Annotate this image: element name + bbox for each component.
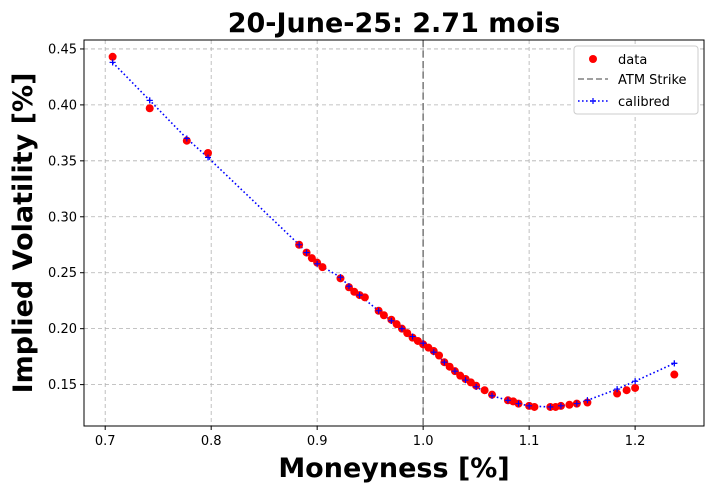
y-tick-label: 0.15 — [48, 378, 77, 393]
calibred-point-overlay — [420, 340, 427, 347]
data-point — [435, 351, 444, 360]
data-series — [108, 52, 679, 411]
calibred-point-overlay — [515, 400, 522, 407]
plot-frame — [83, 39, 705, 427]
legend: data ATM Strike calibred — [573, 45, 699, 115]
calibred-point-overlay — [109, 59, 116, 66]
y-tick-label: 0.25 — [48, 266, 77, 281]
y-tick-label: 0.45 — [48, 42, 77, 57]
data-point — [480, 386, 489, 395]
calibred-point-overlay — [430, 349, 437, 356]
data-point — [565, 400, 574, 409]
legend-calibred-label: calibred — [618, 95, 670, 110]
calibred-point-overlay — [146, 97, 153, 104]
x-tick-label: 1.1 — [519, 434, 540, 449]
legend-data-marker — [589, 55, 597, 63]
calibred-point-overlay — [398, 325, 405, 332]
y-tick-label: 0.35 — [48, 154, 77, 169]
legend-data-label: data — [618, 53, 647, 68]
data-point — [307, 254, 316, 263]
calibred-point-overlay — [205, 154, 211, 161]
data-point — [631, 383, 640, 392]
calibred-point-overlay — [296, 241, 303, 248]
data-point — [670, 370, 679, 379]
y-tick-label: 0.40 — [48, 98, 77, 113]
data-point — [622, 386, 631, 395]
calibred-point-overlay — [314, 260, 321, 267]
calibred-point-overlay — [632, 378, 639, 385]
calibred-point-overlay — [473, 383, 480, 390]
calibred-point-overlay — [614, 386, 621, 393]
calibred-point-overlay — [671, 360, 678, 367]
data-point — [318, 263, 327, 272]
calibred-point-overlay — [489, 392, 496, 399]
calibred-point-overlay — [547, 403, 554, 410]
x-axis-ticks: 0.7 0.8 0.9 1.0 1.1 1.2 — [95, 426, 646, 449]
legend-atm-label: ATM Strike — [618, 73, 687, 88]
calibred-point-overlay — [388, 317, 395, 324]
calibred-point-overlay — [375, 307, 382, 314]
calibred-point-overlay — [441, 359, 448, 366]
chart-title: 20-June-25: 2.71 mois — [228, 8, 561, 39]
calibred-point-overlay — [409, 333, 416, 340]
calibred-point-overlay — [557, 402, 564, 409]
y-axis-ticks: 0.15 0.20 0.25 0.30 0.35 0.40 0.45 — [48, 42, 84, 393]
calibred-point-overlay — [337, 274, 344, 281]
x-tick-label: 1.2 — [625, 434, 646, 449]
data-point — [445, 362, 454, 371]
data-point — [613, 389, 622, 398]
calibred-point-overlay — [584, 397, 591, 404]
data-point — [360, 293, 369, 302]
legend-box — [573, 45, 699, 115]
data-point — [145, 104, 154, 113]
calibred-point-overlay — [183, 135, 190, 142]
x-tick-label: 0.8 — [201, 434, 222, 449]
x-axis-title: Moneyness [%] — [278, 453, 509, 484]
data-point — [108, 52, 117, 61]
calibred-point-overlay — [451, 368, 458, 375]
calibred-point-overlay — [356, 292, 363, 299]
x-tick-label: 0.9 — [307, 434, 328, 449]
calibred-point-overlay — [303, 249, 310, 256]
data-point — [403, 329, 412, 338]
x-tick-label: 0.7 — [95, 434, 116, 449]
data-point — [392, 320, 401, 329]
calibred-point-overlay — [526, 402, 533, 409]
y-axis-title: Implied Volatility [%] — [8, 73, 39, 394]
calibred-point-overlay — [345, 283, 352, 290]
legend-calibred-plus-icon — [590, 98, 596, 104]
calibred-point-overlay — [462, 377, 469, 384]
y-tick-label: 0.30 — [48, 210, 77, 225]
data-point — [204, 149, 212, 158]
x-tick-label: 1.0 — [413, 434, 434, 449]
data-point — [530, 402, 539, 411]
calibred-point-overlay — [504, 397, 511, 404]
data-point — [379, 311, 388, 320]
calibred-point-overlay — [573, 400, 580, 407]
y-tick-label: 0.20 — [48, 322, 77, 337]
